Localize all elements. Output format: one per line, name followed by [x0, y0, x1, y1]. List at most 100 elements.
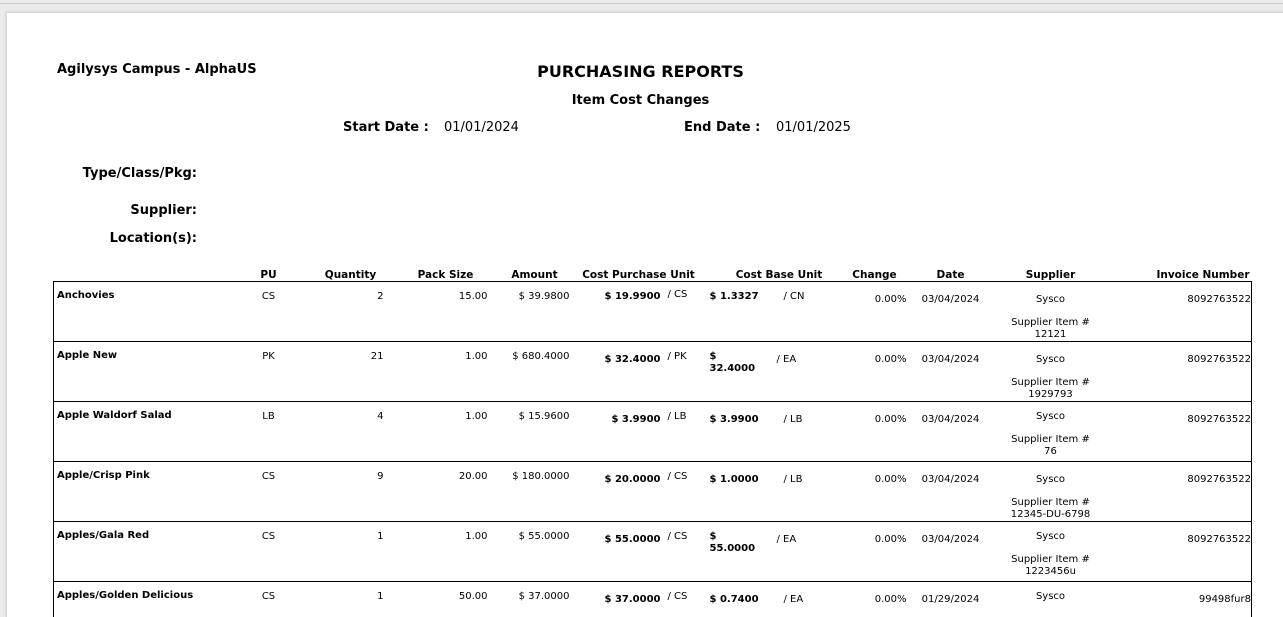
- cost-base-unit: $ 55.0000: [698, 531, 765, 555]
- change-percent: 0.00%: [843, 522, 907, 545]
- report-subtitle: Item Cost Changes: [7, 93, 1274, 108]
- purchase-unit: PK: [236, 342, 302, 362]
- item-name: Apples/Gala Red: [54, 522, 236, 541]
- supplier-name: Sysco: [995, 342, 1107, 365]
- supplier-item-label: Supplier Item #: [995, 377, 1107, 389]
- cost-purchase-unit-uom: / PK: [661, 351, 687, 365]
- supplier-name: Sysco: [995, 462, 1107, 485]
- invoice-number: 8092763522: [1107, 402, 1252, 425]
- invoice-number: 99498fur8: [1107, 582, 1252, 605]
- cost-purchase-unit-uom: / CS: [661, 531, 688, 545]
- item-name: Anchovies: [54, 282, 236, 301]
- supplier-filter-label: Supplier:: [47, 203, 197, 218]
- quantity: 4: [302, 402, 384, 422]
- date: 03/04/2024: [907, 282, 995, 305]
- quantity: 2: [302, 282, 384, 302]
- invoice-number: 8092763522: [1107, 522, 1252, 545]
- date: 03/04/2024: [907, 402, 995, 425]
- change-percent: 0.00%: [843, 582, 907, 605]
- date: 03/04/2024: [907, 522, 995, 545]
- supplier-item-label: Supplier Item #: [995, 434, 1107, 446]
- cost-base-unit: $ 32.4000: [698, 351, 765, 375]
- item-name: Apples/Golden Delicious: [54, 582, 236, 601]
- supplier-item-number: 12345-DU-6798: [995, 509, 1107, 521]
- table-row: Anchovies CS 2 15.00 $ 39.9800 $ 19.9900…: [54, 282, 1252, 342]
- cost-purchase-unit: $ 19.9900: [576, 291, 661, 302]
- column-header-date: Date: [907, 265, 995, 282]
- quantity: 1: [302, 522, 384, 542]
- item-name: Apple New: [54, 342, 236, 361]
- amount: $ 55.0000: [488, 522, 576, 542]
- supplier-name: Sysco: [995, 582, 1107, 602]
- quantity: 21: [302, 342, 384, 362]
- table-row: Apple/Crisp Pink CS 9 20.00 $ 180.0000 $…: [54, 462, 1252, 522]
- amount: $ 680.4000: [488, 342, 576, 362]
- change-percent: 0.00%: [843, 282, 907, 305]
- cost-base-unit-uom: / EA: [765, 531, 797, 555]
- supplier-name: Sysco: [995, 282, 1107, 305]
- purchase-unit: CS: [236, 522, 302, 542]
- column-header-cost-purchase-unit: Cost Purchase Unit: [576, 265, 698, 282]
- cost-purchase-unit: $ 37.0000: [576, 591, 661, 605]
- cost-base-unit: $ 0.7400: [698, 591, 777, 605]
- cost-purchase-unit-uom: / CS: [661, 591, 688, 605]
- amount: $ 37.0000: [488, 582, 576, 602]
- pack-size: 1.00: [384, 342, 488, 362]
- report-page: Agilysys Campus - AlphaUS PURCHASING REP…: [6, 12, 1283, 617]
- amount: $ 180.0000: [488, 462, 576, 482]
- cost-purchase-unit: $ 3.9900: [576, 411, 661, 425]
- supplier-item-number: 1929793: [995, 389, 1107, 401]
- supplier-name: Sysco: [995, 402, 1107, 422]
- start-date-value: 01/01/2024: [444, 120, 519, 135]
- cost-purchase-unit: $ 20.0000: [576, 471, 661, 485]
- cost-base-unit-uom: / EA: [777, 591, 804, 605]
- cost-base-unit-uom: / LB: [777, 411, 803, 425]
- date: 01/29/2024: [907, 582, 995, 605]
- cost-purchase-unit-uom: / CS: [661, 289, 688, 302]
- cost-base-unit-uom: / LB: [777, 471, 803, 485]
- supplier-item-label: Supplier Item #: [995, 317, 1107, 329]
- item-cost-changes-table: PU Quantity Pack Size Amount Cost Purcha…: [53, 265, 1252, 617]
- invoice-number: 8092763522: [1107, 282, 1252, 305]
- amount: $ 39.9800: [488, 282, 576, 302]
- end-date-value: 01/01/2025: [776, 120, 851, 135]
- start-date-label: Start Date :: [343, 120, 429, 135]
- report-title: PURCHASING REPORTS: [7, 62, 1274, 81]
- supplier-item-number: 12121: [995, 329, 1107, 341]
- purchase-unit: CS: [236, 282, 302, 302]
- pack-size: 15.00: [384, 282, 488, 302]
- quantity: 9: [302, 462, 384, 482]
- item-name: Apple Waldorf Salad: [54, 402, 236, 421]
- supplier-item-number: 76: [995, 446, 1107, 458]
- cost-purchase-unit-uom: / CS: [661, 471, 688, 485]
- table-row: Apples/Golden Delicious CS 1 50.00 $ 37.…: [54, 582, 1252, 617]
- cost-base-unit: $ 1.0000: [698, 471, 777, 485]
- cost-base-unit-uom: / CN: [777, 291, 805, 302]
- table-row: Apples/Gala Red CS 1 1.00 $ 55.0000 $ 55…: [54, 522, 1252, 582]
- supplier-item-label: Supplier Item #: [995, 554, 1107, 566]
- cost-purchase-unit: $ 55.0000: [576, 531, 661, 545]
- column-header-invoice-number: Invoice Number: [1107, 265, 1252, 282]
- locations-filter-label: Location(s):: [47, 231, 197, 246]
- type-class-pkg-label: Type/Class/Pkg:: [47, 166, 197, 181]
- supplier-name: Sysco: [995, 522, 1107, 542]
- purchase-unit: LB: [236, 402, 302, 422]
- change-percent: 0.00%: [843, 462, 907, 485]
- quantity: 1: [302, 582, 384, 602]
- supplier-item-number: 1223456u: [995, 566, 1107, 578]
- column-header-supplier: Supplier: [995, 265, 1107, 282]
- invoice-number: 8092763522: [1107, 342, 1252, 365]
- cost-purchase-unit: $ 32.4000: [576, 351, 661, 365]
- pack-size: 1.00: [384, 402, 488, 422]
- cost-purchase-unit-uom: / LB: [661, 411, 687, 425]
- column-header-amount: Amount: [488, 265, 576, 282]
- supplier-item-label: Supplier Item #: [995, 497, 1107, 509]
- table-row: Apple New PK 21 1.00 $ 680.4000 $ 32.400…: [54, 342, 1252, 402]
- column-header-item: [54, 265, 236, 282]
- pack-size: 50.00: [384, 582, 488, 602]
- column-header-change: Change: [843, 265, 907, 282]
- date: 03/04/2024: [907, 342, 995, 365]
- cost-base-unit: $ 1.3327: [698, 291, 777, 302]
- purchase-unit: CS: [236, 462, 302, 482]
- change-percent: 0.00%: [843, 402, 907, 425]
